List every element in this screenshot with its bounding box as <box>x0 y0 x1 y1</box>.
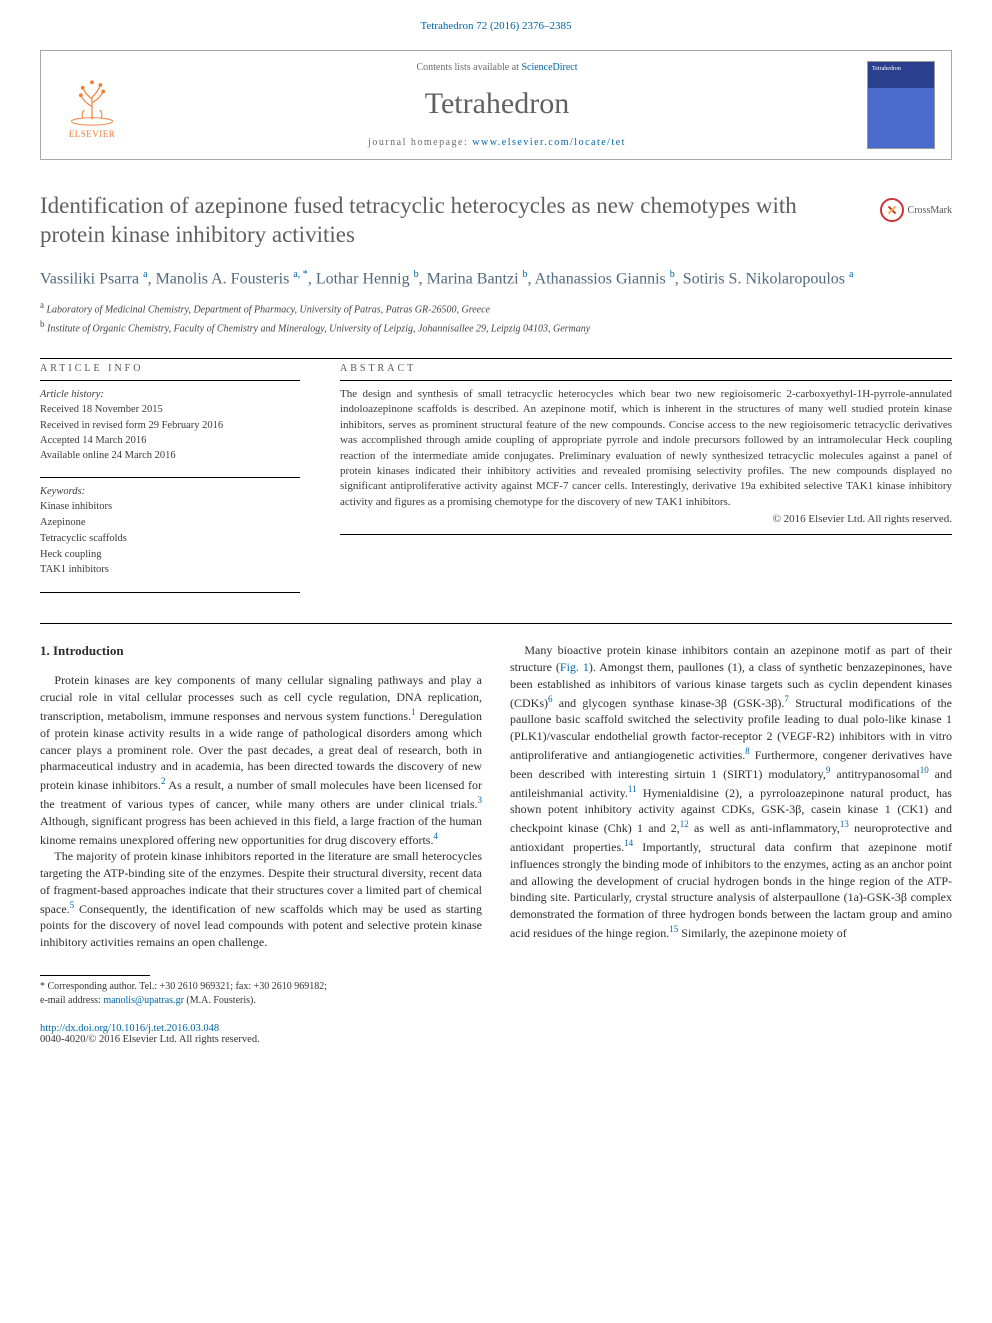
citation-header: Tetrahedron 72 (2016) 2376–2385 <box>40 20 952 32</box>
journal-name: Tetrahedron <box>143 87 851 121</box>
crossmark-icon <box>880 198 904 222</box>
intro-p2: The majority of protein kinase inhibitor… <box>40 848 482 951</box>
author-list: Vassiliki Psarra a, Manolis A. Fousteris… <box>40 268 952 290</box>
keyword-item: Heck coupling <box>40 547 300 563</box>
history-item: Received 18 November 2015 <box>40 402 300 417</box>
corresponding-author-footnote: * Corresponding author. Tel.: +30 2610 9… <box>40 980 480 1007</box>
keyword-item: Tetracyclic scaffolds <box>40 531 300 547</box>
abstract-heading: ABSTRACT <box>340 363 952 380</box>
keyword-item: Azepinone <box>40 515 300 531</box>
intro-p1: Protein kinases are key components of ma… <box>40 672 482 848</box>
intro-p3: Many bioactive protein kinase inhibitors… <box>510 642 952 942</box>
abstract-text: The design and synthesis of small tetrac… <box>340 388 952 508</box>
footnote-email-prefix: e-mail address: <box>40 995 103 1006</box>
article-info-column: ARTICLE INFO Article history: Received 1… <box>40 363 300 593</box>
contents-available-line: Contents lists available at ScienceDirec… <box>143 62 851 73</box>
keyword-item: TAK1 inhibitors <box>40 562 300 578</box>
journal-homepage-line: journal homepage: www.elsevier.com/locat… <box>143 137 851 148</box>
crossmark-label: CrossMark <box>908 205 952 216</box>
article-history-block: Article history: Received 18 November 20… <box>40 380 300 477</box>
footnote-email-suffix: (M.A. Fousteris). <box>184 995 256 1006</box>
keywords-block: Keywords: Kinase inhibitorsAzepinoneTetr… <box>40 477 300 593</box>
doi-block: http://dx.doi.org/10.1016/j.tet.2016.03.… <box>40 1023 952 1045</box>
article-info-heading: ARTICLE INFO <box>40 363 300 380</box>
article-title: Identification of azepinone fused tetrac… <box>40 192 868 250</box>
keywords-label: Keywords: <box>40 484 300 499</box>
corresponding-email-link[interactable]: manolis@upatras.gr <box>103 995 184 1006</box>
crossmark-button[interactable]: CrossMark <box>880 198 952 222</box>
masthead: ELSEVIER Contents lists available at Sci… <box>40 50 952 160</box>
sciencedirect-link[interactable]: ScienceDirect <box>521 62 577 73</box>
doi-link[interactable]: http://dx.doi.org/10.1016/j.tet.2016.03.… <box>40 1023 219 1034</box>
issn-copyright-line: 0040-4020/© 2016 Elsevier Ltd. All right… <box>40 1034 952 1045</box>
footnote-line1: * Corresponding author. Tel.: +30 2610 9… <box>40 980 480 994</box>
footnote-separator <box>40 975 150 976</box>
cover-label: Tetrahedron <box>872 66 930 72</box>
history-item: Received in revised form 29 February 201… <box>40 418 300 433</box>
article-body: 1. Introduction Protein kinases are key … <box>40 642 952 951</box>
citation-link[interactable]: Tetrahedron 72 (2016) 2376–2385 <box>420 20 571 32</box>
affiliations: a Laboratory of Medicinal Chemistry, Dep… <box>40 299 952 336</box>
keyword-item: Kinase inhibitors <box>40 499 300 515</box>
history-label: Article history: <box>40 387 300 402</box>
abstract-column: ABSTRACT The design and synthesis of sma… <box>340 363 952 593</box>
journal-cover-thumb[interactable]: Tetrahedron <box>867 61 935 149</box>
history-item: Available online 24 March 2016 <box>40 448 300 463</box>
publisher-name: ELSEVIER <box>69 129 116 139</box>
intro-heading: 1. Introduction <box>40 642 482 660</box>
elsevier-tree-icon <box>64 71 120 127</box>
abstract-copyright: © 2016 Elsevier Ltd. All rights reserved… <box>340 512 952 527</box>
section-divider <box>40 623 952 624</box>
history-item: Accepted 14 March 2016 <box>40 433 300 448</box>
publisher-logo[interactable]: ELSEVIER <box>57 66 127 144</box>
journal-homepage-link[interactable]: www.elsevier.com/locate/tet <box>472 137 626 148</box>
